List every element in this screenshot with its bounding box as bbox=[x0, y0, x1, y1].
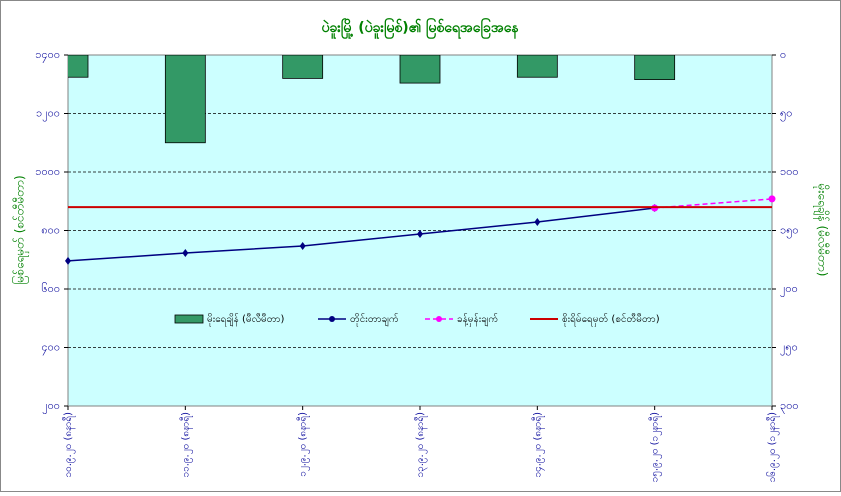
y2-tick-label: ၂၅၀ bbox=[780, 341, 798, 356]
y2-tick-label: ၂၀၀ bbox=[780, 282, 798, 297]
y-tick-label: ၆၀၀ bbox=[41, 282, 60, 295]
legend-label: တိုင်းတာချက် bbox=[350, 312, 399, 327]
bar bbox=[634, 55, 676, 80]
point bbox=[417, 230, 423, 239]
x-tick-label: ၁၀.၉.၂၀ (၈နာရီ) bbox=[61, 412, 76, 478]
point bbox=[182, 249, 189, 258]
legend-label: ခန့်မှန်းချက် bbox=[457, 312, 498, 327]
y2-tick-label: ၃၀၀ bbox=[780, 399, 799, 414]
x-tick-label: ၁၃.၉.၂၀ (၈နာရီ) bbox=[413, 412, 428, 478]
y-tick-label: ၁၀၀၀ bbox=[35, 165, 60, 178]
y2-axis-label: မိုးရေချိန် (မီလီမီတာ) bbox=[813, 184, 831, 277]
x-tick-label: ၁၂.၉.၂၀ (၈နာရီ) bbox=[296, 412, 311, 477]
point bbox=[299, 242, 306, 251]
legend-marker bbox=[436, 316, 442, 322]
bar bbox=[516, 55, 558, 78]
y2-tick-label: ၀ bbox=[780, 48, 786, 61]
y-tick-label: ၂၀၀ bbox=[42, 399, 60, 414]
legend-swatch bbox=[174, 314, 204, 324]
x-tick-label: ၁၆.၉.၂၀ (၁၂နာရီ) bbox=[765, 412, 780, 482]
point bbox=[534, 218, 541, 227]
y-tick-label: ၁၄၀၀ bbox=[35, 48, 60, 63]
point bbox=[65, 256, 71, 265]
line bbox=[67, 207, 655, 262]
bar bbox=[282, 55, 324, 79]
bar bbox=[68, 55, 89, 78]
x-tick-label: ၁၄.၉.၂၀ (၈နာရီ) bbox=[530, 412, 545, 478]
legend-label: စိုးရိမ်ရေမှတ် (စင်တီမီတာ) bbox=[562, 312, 660, 327]
x-tick-label: ၁၁.၉.၂၀ (၈နာရီ) bbox=[178, 412, 193, 478]
y2-tick-label: ၅၀ bbox=[780, 107, 792, 122]
y-axis-label: မြစ်ရေမှတ် (စင်တီမီတာ) bbox=[11, 175, 30, 284]
y2-tick-label: ၁၀၀ bbox=[780, 165, 799, 178]
y-tick-label: ၄၀၀ bbox=[41, 341, 60, 356]
plot-group bbox=[68, 55, 676, 144]
point bbox=[768, 195, 776, 203]
chart-title: ပဲခူးမြို့ (ပဲခူးမြစ်)၏ မြစ်ရေအခြေအနေ bbox=[321, 18, 519, 39]
legend-marker bbox=[329, 316, 335, 322]
bar bbox=[399, 55, 441, 84]
y-tick-label: ၁၂၀၀ bbox=[36, 107, 60, 122]
legend-label: မိုးရေချိန် (မီလီမီတာ) bbox=[207, 312, 285, 327]
bar bbox=[164, 55, 206, 144]
y-tick-label: ၈၀၀ bbox=[41, 224, 60, 237]
x-tick-label: ၁၅.၉.၂၀ (၁၂နာရီ) bbox=[648, 412, 663, 482]
y2-tick-label: ၁၅၀ bbox=[780, 224, 799, 239]
